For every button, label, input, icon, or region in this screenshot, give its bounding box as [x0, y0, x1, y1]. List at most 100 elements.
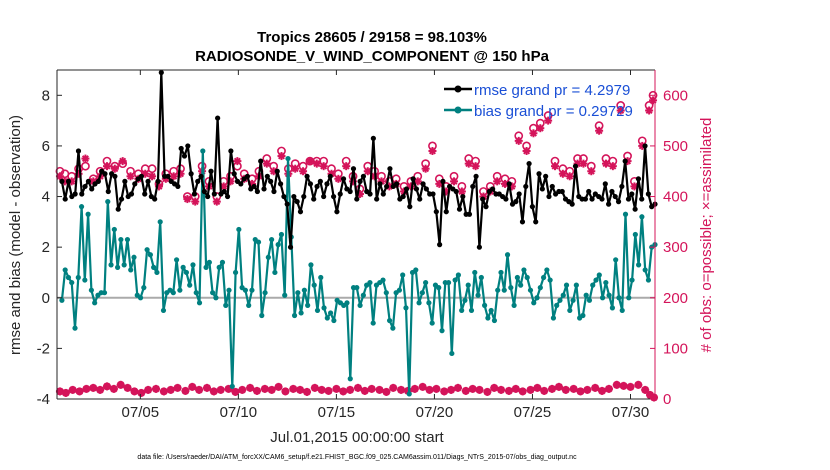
obs-low-assimilated-marker [61, 388, 70, 397]
bias-series-marker [406, 391, 412, 397]
obs-low-assimilated-marker [202, 383, 211, 392]
rmse-series-marker [476, 244, 482, 250]
rmse-series-marker [264, 173, 270, 179]
obs-low-assimilated-marker-stroke [325, 387, 333, 395]
bias-series-marker [636, 262, 642, 268]
obs-low-assimilated-marker [598, 386, 607, 395]
obs-low-assimilated-marker-stroke [62, 389, 70, 397]
rmse-series-marker [420, 181, 426, 187]
bias-series-marker [390, 325, 396, 331]
obs-assimilated-marker-stroke [559, 170, 567, 178]
obs-assimilated-marker-stroke [263, 160, 271, 168]
bias-series-marker [606, 292, 612, 298]
bias-series-marker [488, 307, 494, 314]
bias-series-marker [216, 264, 222, 270]
bias-series-marker [115, 264, 121, 270]
bias-series-marker [242, 287, 249, 293]
obs-assimilated-marker [413, 177, 422, 186]
bias-series-marker [305, 302, 311, 308]
obs-low-assimilated-marker [410, 384, 419, 393]
chart-title-line2: RADIOSONDE_V_WIND_COMPONENT @ 150 hPa [195, 48, 550, 65]
bias-series-marker [324, 315, 330, 321]
rmse-series-marker [291, 193, 297, 200]
obs-low-assimilated-marker-stroke [576, 387, 585, 395]
obs-low-assimilated-marker [475, 385, 484, 394]
rmse-series-marker [523, 183, 529, 190]
obs-low-assimilated-marker-stroke [167, 386, 175, 394]
obs-assimilated-marker-stroke [170, 172, 178, 180]
obs-low-assimilated-marker-stroke [591, 384, 599, 392]
obs-assimilated-marker [529, 129, 538, 138]
rmse-series-marker [639, 196, 645, 202]
bias-series-marker [645, 277, 652, 283]
obs-assimilated-marker-stroke [450, 177, 458, 185]
obs-low-assimilated-marker [612, 380, 621, 389]
bias-series-marker [478, 274, 484, 281]
legend-rmse-marker [454, 85, 462, 93]
bias-series-marker [301, 287, 307, 293]
rmse-series-marker [546, 193, 552, 200]
rmse-series-marker [128, 191, 135, 197]
bias-series-marker [550, 315, 557, 321]
obs-low-assimilated-marker-stroke [311, 384, 319, 392]
obs-low-assimilated-marker-stroke [332, 385, 340, 393]
rmse-series-marker [635, 176, 642, 182]
obs-low-assimilated-marker-stroke [253, 387, 261, 395]
rmse-series-marker [387, 166, 393, 172]
right-tick-label: 600 [663, 87, 688, 104]
obs-assimilated-marker [305, 157, 314, 166]
bias-series-marker [639, 214, 645, 220]
bias-series-marker [151, 264, 157, 270]
rmse-series-marker [122, 178, 128, 184]
x-tick-label: 07/20 [416, 404, 454, 421]
bias-series-marker [59, 297, 65, 303]
rmse-series-marker [271, 188, 277, 195]
obs-low-assimilated-marker [511, 384, 520, 393]
obs-low-assimilated-marker [332, 384, 341, 393]
obs-low-assimilated-marker [75, 387, 84, 396]
bias-series-marker [105, 199, 111, 205]
rmse-series-marker [443, 209, 449, 215]
bias-series-marker [223, 302, 229, 308]
bias-series-marker [291, 312, 298, 319]
obs-low-assimilated-marker-stroke [641, 386, 649, 394]
bias-series-marker [554, 302, 560, 308]
obs-low-assimilated-marker [317, 385, 326, 394]
obs-assimilated-marker [587, 167, 596, 176]
rmse-series-marker [191, 191, 198, 197]
obs-low-assimilated-marker [173, 383, 182, 392]
obs-assimilated-marker-stroke [306, 157, 314, 165]
rmse-series-marker [456, 206, 463, 212]
bias-series-marker [439, 328, 445, 334]
bias-series-marker [524, 274, 530, 281]
bias-series-marker [187, 282, 193, 288]
rmse-series-marker [645, 191, 651, 197]
bias-series-marker [108, 262, 114, 268]
rmse-series-marker [304, 173, 310, 179]
obs-low-assimilated-marker-stroke [181, 387, 189, 395]
bias-series-marker [413, 267, 419, 273]
bias-series-marker [521, 267, 527, 273]
bias-series-marker [491, 317, 498, 324]
obs-low-assimilated-marker-stroke [512, 385, 520, 393]
obs-assimilated-marker [595, 126, 604, 135]
left-tick-label: 6 [42, 138, 50, 155]
bias-series-marker [318, 274, 324, 281]
obs-low-assimilated-marker [548, 384, 557, 393]
obs-low-assimilated-marker-stroke [419, 383, 427, 391]
obs-assimilated-marker [616, 106, 625, 115]
obs-assimilated-marker-stroke [299, 167, 307, 175]
obs-low-assimilated-marker-stroke [483, 388, 491, 396]
rmse-series-marker [337, 191, 343, 197]
obs-low-assimilated-marker [123, 383, 132, 392]
x-tick-label: 07/25 [514, 404, 552, 421]
obs-assimilated-marker [169, 172, 178, 181]
obs-low-assimilated-marker [216, 385, 225, 394]
rmse-series-marker [228, 148, 234, 154]
bias-series-marker [508, 285, 514, 291]
obs-low-assimilated-marker [375, 385, 384, 394]
bias-series-marker [622, 211, 629, 217]
obs-low-assimilated-marker-stroke [426, 386, 434, 394]
rmse-series-marker [619, 183, 625, 190]
obs-low-assimilated-marker [137, 388, 146, 397]
